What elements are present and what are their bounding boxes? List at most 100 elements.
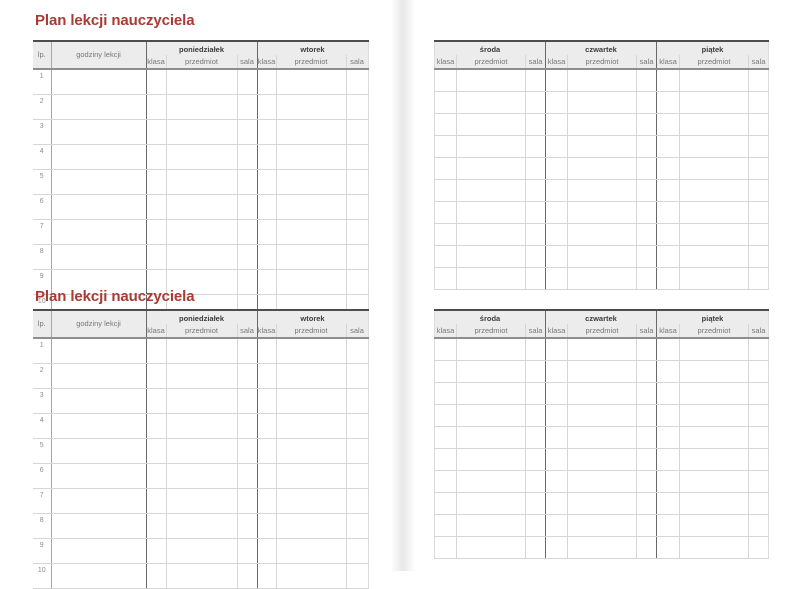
table-body [434, 338, 769, 559]
hours-cell [50, 513, 146, 539]
klasa-cell [656, 382, 680, 405]
lesson-plan-table-wed-thu-fri: środa czwartek piątek klasa przedmiot sa… [434, 309, 769, 559]
przedmiot-cell [456, 448, 526, 471]
klasa-cell [145, 269, 166, 295]
klasa-cell [256, 269, 276, 295]
przedmiot-cell [165, 563, 237, 589]
klasa-cell [256, 463, 276, 489]
hours-cell [50, 119, 146, 145]
klasa-cell [256, 538, 276, 564]
przedmiot-cell [679, 470, 749, 493]
przedmiot-cell [456, 69, 526, 92]
klasa-cell [656, 514, 680, 537]
przedmiot-cell [567, 470, 637, 493]
przedmiot-cell [679, 179, 749, 202]
sub-header-sala: sala [636, 55, 657, 70]
sala-cell [748, 245, 769, 268]
hours-cell [50, 338, 146, 364]
klasa-cell [656, 91, 680, 114]
przedmiot-cell [567, 338, 637, 361]
przedmiot-cell [456, 492, 526, 515]
sub-header-sala: sala [525, 324, 546, 339]
klasa-cell [545, 426, 568, 449]
przedmiot-cell [567, 448, 637, 471]
klasa-cell [145, 219, 166, 245]
sala-cell [345, 363, 368, 389]
przedmiot-cell [165, 338, 237, 364]
klasa-cell [145, 119, 166, 145]
klasa-cell [545, 113, 568, 136]
sala-cell [525, 404, 546, 427]
sala-cell [525, 338, 546, 361]
przedmiot-cell [275, 119, 346, 145]
hours-cell [50, 144, 146, 170]
hours-cell [50, 438, 146, 464]
przedmiot-cell [567, 360, 637, 383]
sub-header-sala: sala [345, 324, 368, 339]
table-row [434, 201, 769, 224]
klasa-cell [256, 438, 276, 464]
hours-cell [50, 244, 146, 270]
table-row: 4 [33, 413, 368, 439]
table-row: 1 [33, 338, 368, 364]
sub-header-klasa: klasa [545, 55, 568, 70]
sub-header-klasa: klasa [145, 55, 166, 70]
przedmiot-cell [165, 363, 237, 389]
sala-cell [236, 169, 257, 195]
sala-cell [236, 563, 257, 589]
przedmiot-cell [456, 157, 526, 180]
klasa-cell [545, 135, 568, 158]
klasa-cell [256, 338, 276, 364]
sala-cell [525, 135, 546, 158]
przedmiot-cell [679, 135, 749, 158]
row-number: 3 [33, 388, 51, 414]
przedmiot-cell [456, 223, 526, 246]
przedmiot-cell [165, 513, 237, 539]
sala-cell [636, 360, 657, 383]
sala-cell [525, 91, 546, 114]
przedmiot-cell [679, 382, 749, 405]
sala-cell [236, 538, 257, 564]
sala-cell [636, 448, 657, 471]
page-fold-shadow [391, 0, 415, 571]
sub-header-klasa: klasa [145, 324, 166, 339]
sala-cell [236, 463, 257, 489]
klasa-cell [145, 169, 166, 195]
page-title: Plan lekcji nauczyciela [35, 12, 195, 29]
sub-header-klasa: klasa [545, 324, 568, 339]
przedmiot-cell [456, 338, 526, 361]
row-number: 2 [33, 94, 51, 120]
table-row: 10 [33, 563, 368, 589]
sala-cell [636, 514, 657, 537]
przedmiot-cell [567, 113, 637, 136]
przedmiot-cell [275, 413, 346, 439]
przedmiot-cell [679, 360, 749, 383]
sala-cell [636, 91, 657, 114]
klasa-cell [145, 363, 166, 389]
klasa-cell [256, 119, 276, 145]
klasa-cell [656, 69, 680, 92]
przedmiot-cell [275, 269, 346, 295]
row-number: 4 [33, 144, 51, 170]
przedmiot-cell [456, 426, 526, 449]
sala-cell [525, 470, 546, 493]
przedmiot-cell [275, 244, 346, 270]
przedmiot-cell [456, 201, 526, 224]
sala-cell [345, 144, 368, 170]
hours-cell [50, 538, 146, 564]
row-number: 5 [33, 438, 51, 464]
sala-cell [748, 338, 769, 361]
sub-header-przedmiot: przedmiot [165, 324, 237, 339]
sala-cell [236, 338, 257, 364]
klasa-cell [434, 135, 457, 158]
day-header-friday: piątek [656, 310, 769, 324]
przedmiot-cell [567, 536, 637, 559]
sala-cell [345, 194, 368, 220]
sala-cell [345, 69, 368, 95]
klasa-cell [656, 267, 680, 290]
przedmiot-cell [567, 223, 637, 246]
table-row [434, 135, 769, 158]
hours-cell [50, 219, 146, 245]
przedmiot-cell [679, 113, 749, 136]
klasa-cell [434, 338, 457, 361]
